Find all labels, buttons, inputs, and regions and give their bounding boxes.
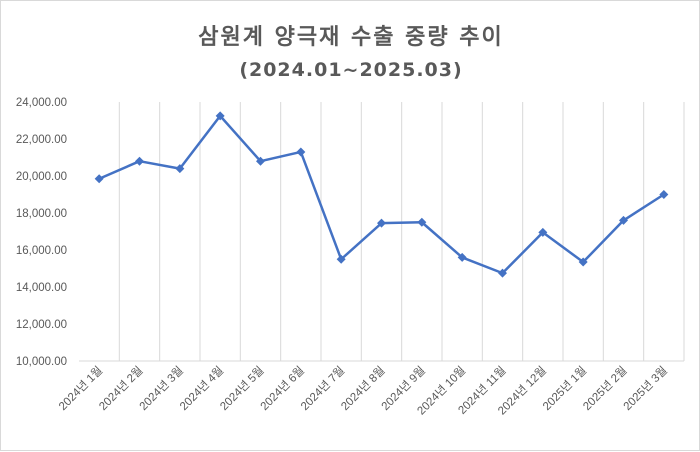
series-line bbox=[98, 114, 665, 275]
data-point-marker bbox=[457, 252, 467, 262]
data-point-marker bbox=[498, 268, 507, 278]
y-tick-label: 20,000.00 bbox=[16, 171, 67, 183]
data-point-marker bbox=[417, 217, 427, 227]
data-point-marker bbox=[578, 257, 588, 267]
data-point-marker bbox=[659, 190, 669, 199]
data-point-marker bbox=[538, 227, 548, 237]
data-point-marker bbox=[135, 156, 144, 166]
data-point-marker bbox=[175, 164, 185, 174]
y-tick-label: 14,000.00 bbox=[16, 282, 67, 294]
data-point-marker bbox=[377, 218, 386, 228]
x-tick-label: 2025년 3월 bbox=[621, 364, 670, 413]
y-tick-label: 16,000.00 bbox=[16, 245, 67, 257]
y-tick-label: 12,000.00 bbox=[16, 319, 67, 331]
y-tick-label: 18,000.00 bbox=[16, 208, 67, 220]
data-point-marker bbox=[296, 147, 306, 157]
data-point-marker bbox=[94, 174, 104, 184]
y-tick-label: 10,000.00 bbox=[16, 356, 67, 368]
y-tick-label: 22,000.00 bbox=[16, 134, 67, 146]
y-tick-label: 24,000.00 bbox=[16, 97, 67, 109]
data-point-marker bbox=[215, 111, 225, 121]
data-point-marker bbox=[256, 156, 265, 166]
chart-subtitle: (2024.01~2025.03) bbox=[239, 59, 463, 81]
data-point-marker bbox=[336, 254, 346, 264]
data-point-marker bbox=[619, 215, 628, 225]
chart-title: 삼원계 양극재 수출 중량 추이 bbox=[198, 25, 504, 50]
